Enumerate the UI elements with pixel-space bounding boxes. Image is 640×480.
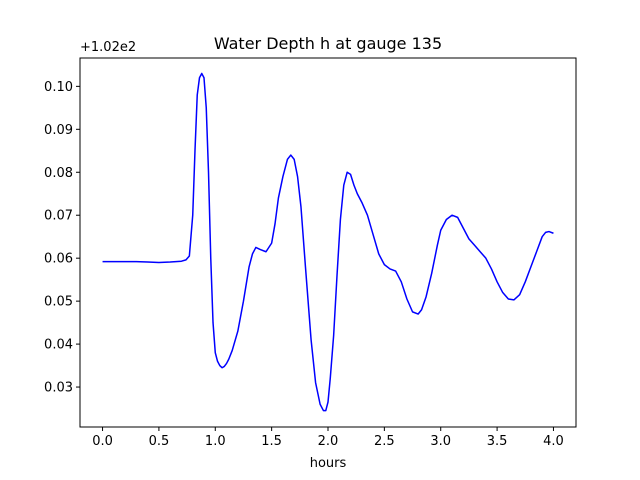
x-tick-label: 4.0 [543, 434, 564, 449]
y-tick-label: 0.03 [44, 381, 73, 396]
y-tick-label: 0.07 [44, 209, 73, 224]
y-tick-label: 0.08 [44, 166, 73, 181]
y-tick-label: 0.10 [44, 80, 73, 95]
x-axis-label: hours [310, 456, 347, 471]
y-tick-label: 0.05 [44, 295, 73, 310]
x-tick-label: 3.0 [430, 434, 451, 449]
y-tick-label: 0.06 [44, 252, 73, 267]
y-axis-offset-label: +1.02e2 [80, 40, 136, 55]
x-tick-label: 0.0 [92, 434, 113, 449]
x-tick-label: 0.5 [149, 434, 170, 449]
x-tick-label: 1.5 [261, 434, 282, 449]
y-tick-label: 0.04 [44, 338, 73, 353]
x-tick-label: 2.5 [374, 434, 395, 449]
y-tick-label: 0.09 [44, 123, 73, 138]
series-line-0 [102, 72, 554, 412]
chart-title: Water Depth h at gauge 135 [214, 34, 442, 53]
plot-area: 0.0 0.5 1.0 1.5 2.0 2.5 3.0 3.5 4.0 0.03 0.04 0.05 0… [44, 57, 577, 449]
x-tick-label: 3.5 [487, 434, 508, 449]
x-tick-label: 1.0 [205, 434, 226, 449]
x-tick-label: 2.0 [318, 434, 339, 449]
